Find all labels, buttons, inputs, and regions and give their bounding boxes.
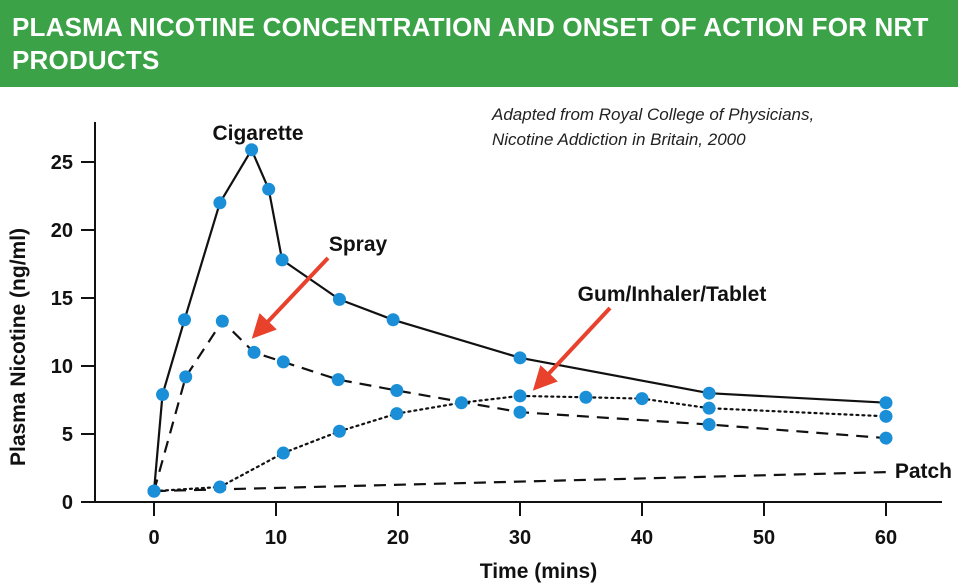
gum-inhaler-tablet-point xyxy=(332,424,346,438)
cigarette-point xyxy=(178,313,191,327)
spray-point xyxy=(215,314,229,328)
series-points xyxy=(147,143,893,498)
patch-label: Patch xyxy=(895,460,952,483)
cigarette-line xyxy=(152,148,887,492)
series-labels: Cigarette Spray Gum/Inhaler/Tablet Patch xyxy=(212,122,952,483)
gum-inhaler-tablet-point xyxy=(213,480,227,494)
gum-inhaler-tablet-label: Gum/Inhaler/Tablet xyxy=(578,283,767,306)
cigarette-point xyxy=(275,253,289,267)
annotation-arrows xyxy=(251,256,612,391)
cigarette-point xyxy=(213,196,227,210)
x-tick-label: 0 xyxy=(148,527,159,549)
gum-inhaler-tablet-point xyxy=(147,484,161,498)
gum-inhaler-tablet-point xyxy=(702,401,716,415)
cigarette-point xyxy=(245,143,259,157)
y-axis-label: Plasma Nicotine (ng/ml) xyxy=(7,228,30,466)
x-tick-label: 60 xyxy=(875,527,897,549)
cigarette-point xyxy=(702,386,716,400)
gum-arrow xyxy=(532,306,612,391)
source-line-2: Nicotine Addiction in Britain, 2000 xyxy=(492,130,746,149)
gum-inhaler-tablet-point xyxy=(276,446,290,460)
y-tick-label: 15 xyxy=(51,288,73,310)
y-tick-label: 20 xyxy=(51,220,73,242)
series-lines xyxy=(152,148,888,493)
x-tick-label: 40 xyxy=(631,527,653,549)
gum-inhaler-tablet-point xyxy=(879,409,893,423)
y-tick-label: 5 xyxy=(62,424,73,446)
spray-point xyxy=(179,370,193,384)
spray-point xyxy=(390,383,404,397)
x-axis-label: Time (mins) xyxy=(480,560,597,583)
source-line-1: Adapted from Royal College of Physicians… xyxy=(492,105,815,124)
axes: 0 5 10 15 20 25 0 10 20 30 40 50 60 Time (mins) Plasma… xyxy=(7,122,942,583)
gum-inhaler-tablet-point xyxy=(513,389,527,403)
page-title: PLASMA NICOTINE CONCENTRATION AND ONSET … xyxy=(12,12,929,75)
y-tick-label: 10 xyxy=(51,356,73,378)
spray-point xyxy=(276,355,290,369)
gum-inhaler-tablet-point xyxy=(635,392,649,406)
cigarette-point xyxy=(262,182,276,196)
patch-line xyxy=(153,471,887,493)
x-tick-label: 10 xyxy=(265,527,287,549)
gum-inhaler-tablet-point xyxy=(579,390,593,404)
spray-point xyxy=(247,345,261,359)
cigarette-label: Cigarette xyxy=(212,122,303,145)
x-tick-label: 50 xyxy=(753,527,775,549)
x-tick-label: 30 xyxy=(509,527,531,549)
spray-line xyxy=(152,320,887,492)
spray-point xyxy=(879,431,893,445)
spray-point xyxy=(331,373,345,387)
cigarette-point xyxy=(879,396,893,410)
spray-arrow xyxy=(251,256,330,339)
cigarette-point xyxy=(156,388,170,402)
spray-point xyxy=(513,405,527,419)
x-tick-label: 20 xyxy=(387,527,409,549)
cigarette-point xyxy=(332,292,346,306)
y-tick-label: 0 xyxy=(62,492,73,514)
source-citation: Adapted from Royal College of Physicians… xyxy=(492,102,932,152)
y-tick-label: 25 xyxy=(51,152,73,174)
gum-inhaler-tablet-point xyxy=(454,396,468,410)
gum-inhaler-tablet-point xyxy=(390,407,404,421)
cigarette-point xyxy=(513,351,527,365)
spray-point xyxy=(702,417,716,431)
header-banner: PLASMA NICOTINE CONCENTRATION AND ONSET … xyxy=(0,0,958,87)
spray-label: Spray xyxy=(329,233,388,256)
cigarette-point xyxy=(386,313,400,327)
